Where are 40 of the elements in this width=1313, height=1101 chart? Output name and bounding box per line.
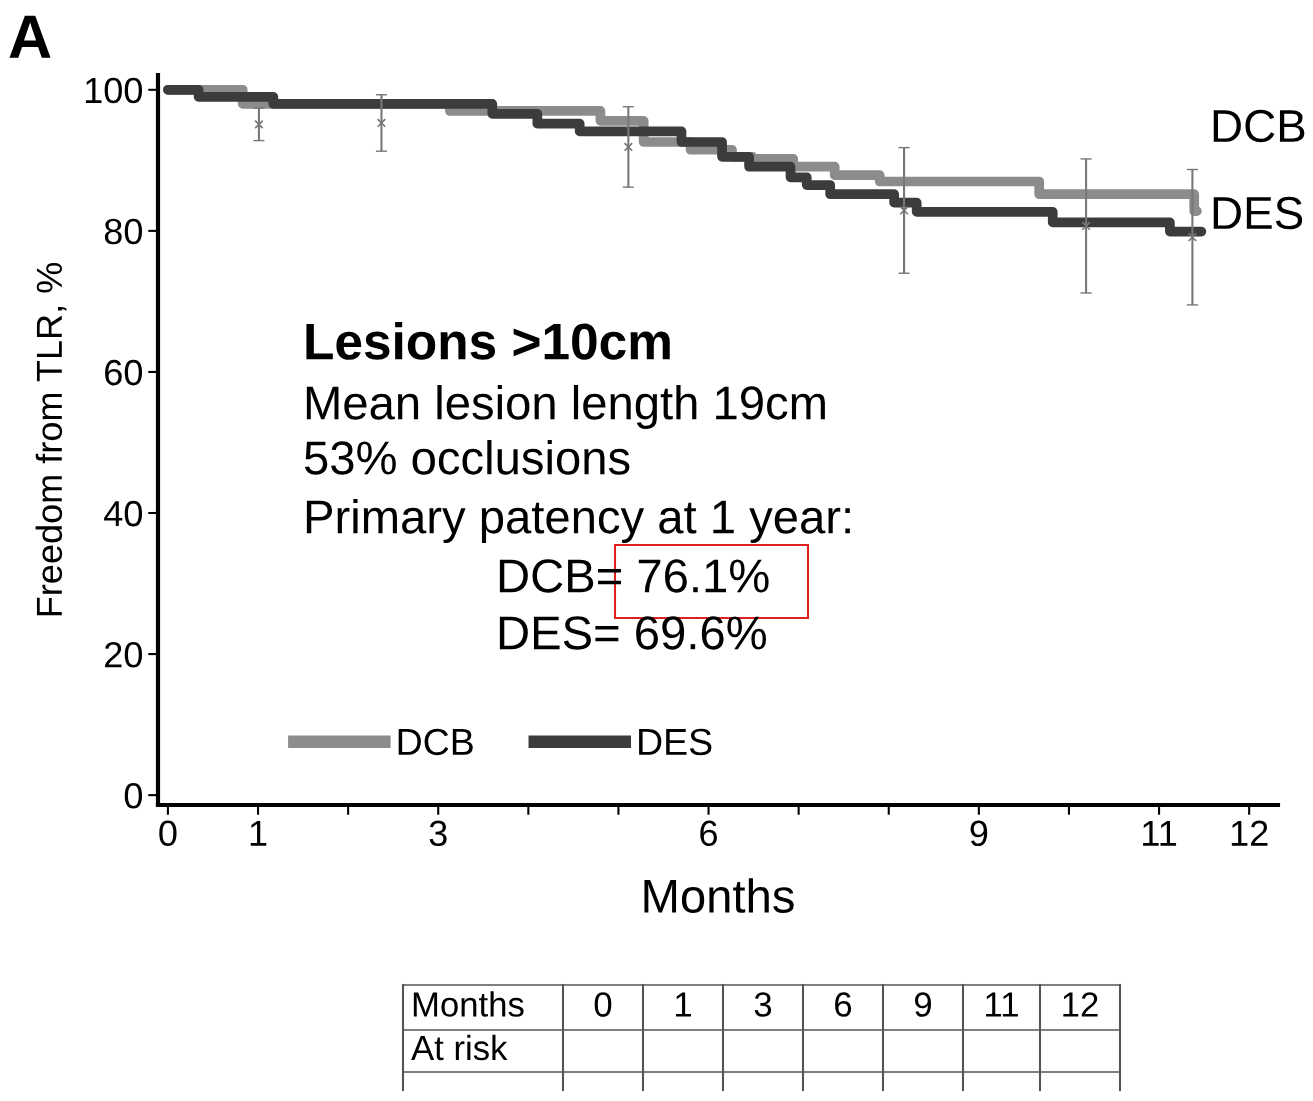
annotation: 53% occlusions bbox=[304, 439, 630, 475]
x-tick-label: 3 bbox=[429, 820, 447, 847]
x-tick-label: 0 bbox=[159, 820, 177, 847]
text: A bbox=[9, 15, 51, 58]
point bbox=[1187, 232, 1198, 242]
text: 0 bbox=[594, 992, 612, 1017]
x-tick-label: 1 bbox=[250, 820, 267, 846]
text: 3 bbox=[754, 992, 772, 1017]
legend-label: DCB bbox=[398, 728, 473, 756]
x-tick-label: 11 bbox=[1143, 820, 1177, 846]
annotation: Primary patency at 1 year: bbox=[306, 498, 850, 544]
legend-label: DES bbox=[639, 728, 712, 756]
y-tick-label: 100 bbox=[85, 77, 143, 104]
annotation: Lesions >10cm bbox=[306, 322, 670, 360]
y-axis-title: Freedom from TLR, % bbox=[35, 263, 67, 616]
x-tick-label: 6 bbox=[700, 820, 717, 847]
annotation: DCB bbox=[1213, 109, 1305, 143]
x-tick-label: 12 bbox=[1231, 820, 1268, 846]
point bbox=[899, 205, 909, 216]
text: At risk bbox=[411, 1034, 508, 1061]
point bbox=[254, 119, 264, 130]
annotation: Mean lesion length 19cm bbox=[306, 384, 825, 430]
text: 6 bbox=[835, 992, 852, 1017]
y-tick-label: 80 bbox=[104, 218, 143, 245]
text: 9 bbox=[914, 992, 932, 1017]
x-axis-title: Months bbox=[644, 878, 794, 913]
text: Months bbox=[413, 991, 524, 1017]
text: 11 bbox=[986, 992, 1018, 1017]
x-tick-label: 9 bbox=[970, 820, 988, 847]
text: 1 bbox=[675, 992, 691, 1017]
y-tick-label: 0 bbox=[124, 782, 143, 809]
annotation: DES= 69.6% bbox=[499, 616, 767, 650]
point bbox=[623, 142, 633, 152]
y-tick-label: 40 bbox=[104, 500, 143, 527]
y-tick-label: 20 bbox=[105, 641, 143, 668]
point bbox=[376, 118, 387, 128]
y-tick-label: 60 bbox=[105, 359, 143, 386]
annotation: DES bbox=[1213, 196, 1303, 230]
point bbox=[1081, 221, 1091, 231]
text: 12 bbox=[1063, 992, 1098, 1017]
